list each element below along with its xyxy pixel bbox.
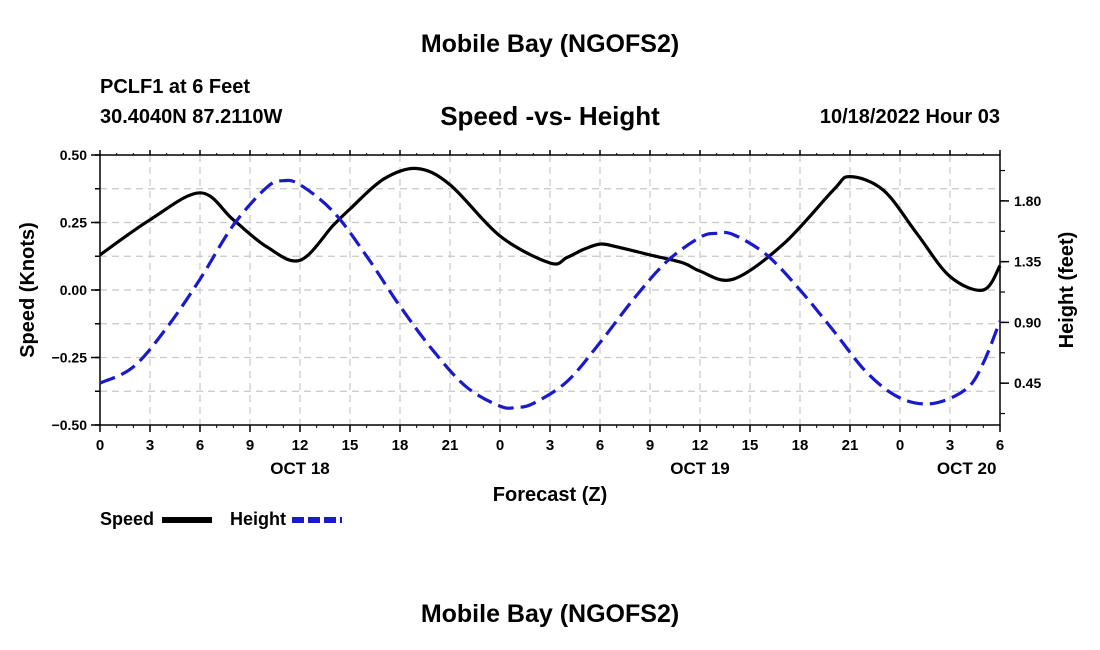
x-day-label: OCT 20	[937, 459, 997, 478]
station-label: PCLF1 at 6 Feet	[100, 76, 251, 98]
x-tick-label: 18	[792, 437, 809, 454]
chart-main-title: Mobile Bay (NGOFS2)	[420, 30, 680, 58]
x-day-label: OCT 19	[670, 459, 730, 478]
y-left-tick-label: −0.50	[52, 417, 88, 433]
x-axis-label: Forecast (Z)	[493, 484, 607, 506]
x-tick-label: 12	[692, 437, 709, 454]
y-left-tick-label: 0.00	[60, 282, 87, 298]
x-tick-label: 6	[196, 437, 204, 454]
y-right-tick-label: 0.90	[1014, 314, 1041, 330]
x-tick-label: 12	[292, 437, 309, 454]
series-lines	[99, 166, 1002, 410]
y-axis-label-right: Height (feet)	[1056, 232, 1078, 349]
x-tick-label: 18	[392, 437, 409, 454]
series-line-speed	[99, 166, 1002, 292]
x-tick-label: 15	[342, 437, 359, 454]
x-tick-label: 6	[996, 437, 1004, 454]
chart-subtitle: Speed -vs- Height	[440, 101, 660, 131]
x-tick-label: 0	[896, 437, 904, 454]
y-right-tick-label: 1.80	[1014, 193, 1041, 209]
legend: Speed Height	[100, 509, 342, 529]
legend-speed-label: Speed	[100, 509, 154, 529]
station-coordinates: 30.4040N 87.2110W	[100, 106, 283, 128]
y-right-tick-label: 1.35	[1014, 254, 1041, 270]
grid	[100, 155, 1000, 425]
x-tick-label: 3	[946, 437, 954, 454]
x-tick-label: 9	[246, 437, 254, 454]
y-right-tick-label: 0.45	[1014, 375, 1041, 391]
series-line-height	[99, 178, 1002, 410]
x-tick-label: 0	[496, 437, 504, 454]
x-tick-label: 21	[442, 437, 459, 454]
legend-height-label: Height	[230, 509, 286, 529]
x-tick-label: 0	[96, 437, 104, 454]
x-tick-label: 9	[646, 437, 654, 454]
speed-height-chart: 0 3 6 9 12 15 18 21 0 3 6 9 12 15 18 21 0 3 6 OCT 18 OCT 19 O…	[17, 147, 1078, 529]
x-tick-label: 3	[146, 437, 154, 454]
axes: 0 3 6 9 12 15 18 21 0 3 6 9 12 15 18 21 0 3 6 OCT 18 OCT 19 O…	[52, 147, 1042, 478]
x-tick-label: 3	[546, 437, 554, 454]
x-tick-label: 15	[742, 437, 759, 454]
y-left-tick-label: 0.50	[60, 147, 87, 163]
y-axis-label-left: Speed (Knots)	[17, 222, 39, 358]
x-tick-label: 21	[842, 437, 859, 454]
forecast-datetime: 10/18/2022 Hour 03	[819, 106, 1000, 128]
x-tick-label: 6	[596, 437, 604, 454]
y-left-tick-label: −0.25	[52, 350, 88, 366]
x-day-label: OCT 18	[270, 459, 330, 478]
y-left-tick-label: 0.25	[60, 215, 87, 231]
footer-title: Mobile Bay (NGOFS2)	[420, 600, 680, 628]
